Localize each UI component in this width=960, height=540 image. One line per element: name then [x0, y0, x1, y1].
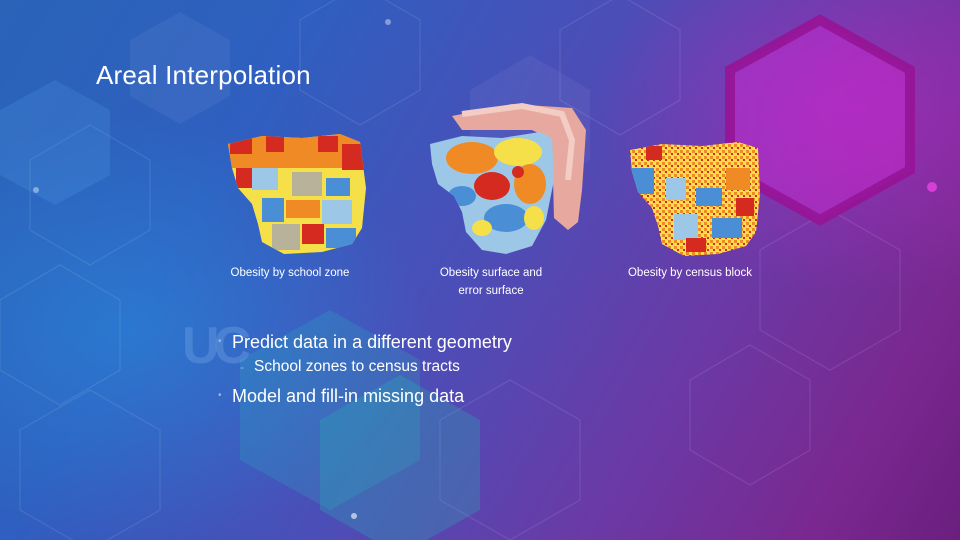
slide-title: Areal Interpolation: [96, 60, 311, 90]
school-zone-caption: Obesity by school zone: [230, 267, 350, 279]
bullet-item: • Model and fill-in missing data: [218, 384, 512, 408]
surface-caption-line1: Obesity surface and: [439, 267, 543, 279]
census-block-map: [630, 142, 760, 256]
sub-bullet-marker: -: [240, 360, 244, 374]
obesity-surface-map: [430, 102, 586, 254]
uc-logo: UC: [182, 317, 251, 375]
surface-caption: Obesity surface and error surface: [412, 264, 570, 300]
bullet-text: Predict data in a different geometry: [232, 332, 512, 352]
sub-bullet-item: - School zones to census tracts: [240, 354, 512, 384]
bullet-marker: •: [218, 336, 222, 347]
census-block-caption: Obesity by census block: [627, 267, 752, 279]
sub-bullet-text: School zones to census tracts: [254, 358, 460, 375]
school-zone-map: [228, 134, 366, 254]
bullet-text: Model and fill-in missing data: [232, 386, 465, 406]
bullet-item: • Predict data in a different geometry: [218, 330, 512, 354]
surface-caption-line2: error surface: [458, 285, 524, 297]
bullet-marker: •: [218, 390, 222, 401]
bullet-list: • Predict data in a different geometry -…: [218, 330, 512, 408]
